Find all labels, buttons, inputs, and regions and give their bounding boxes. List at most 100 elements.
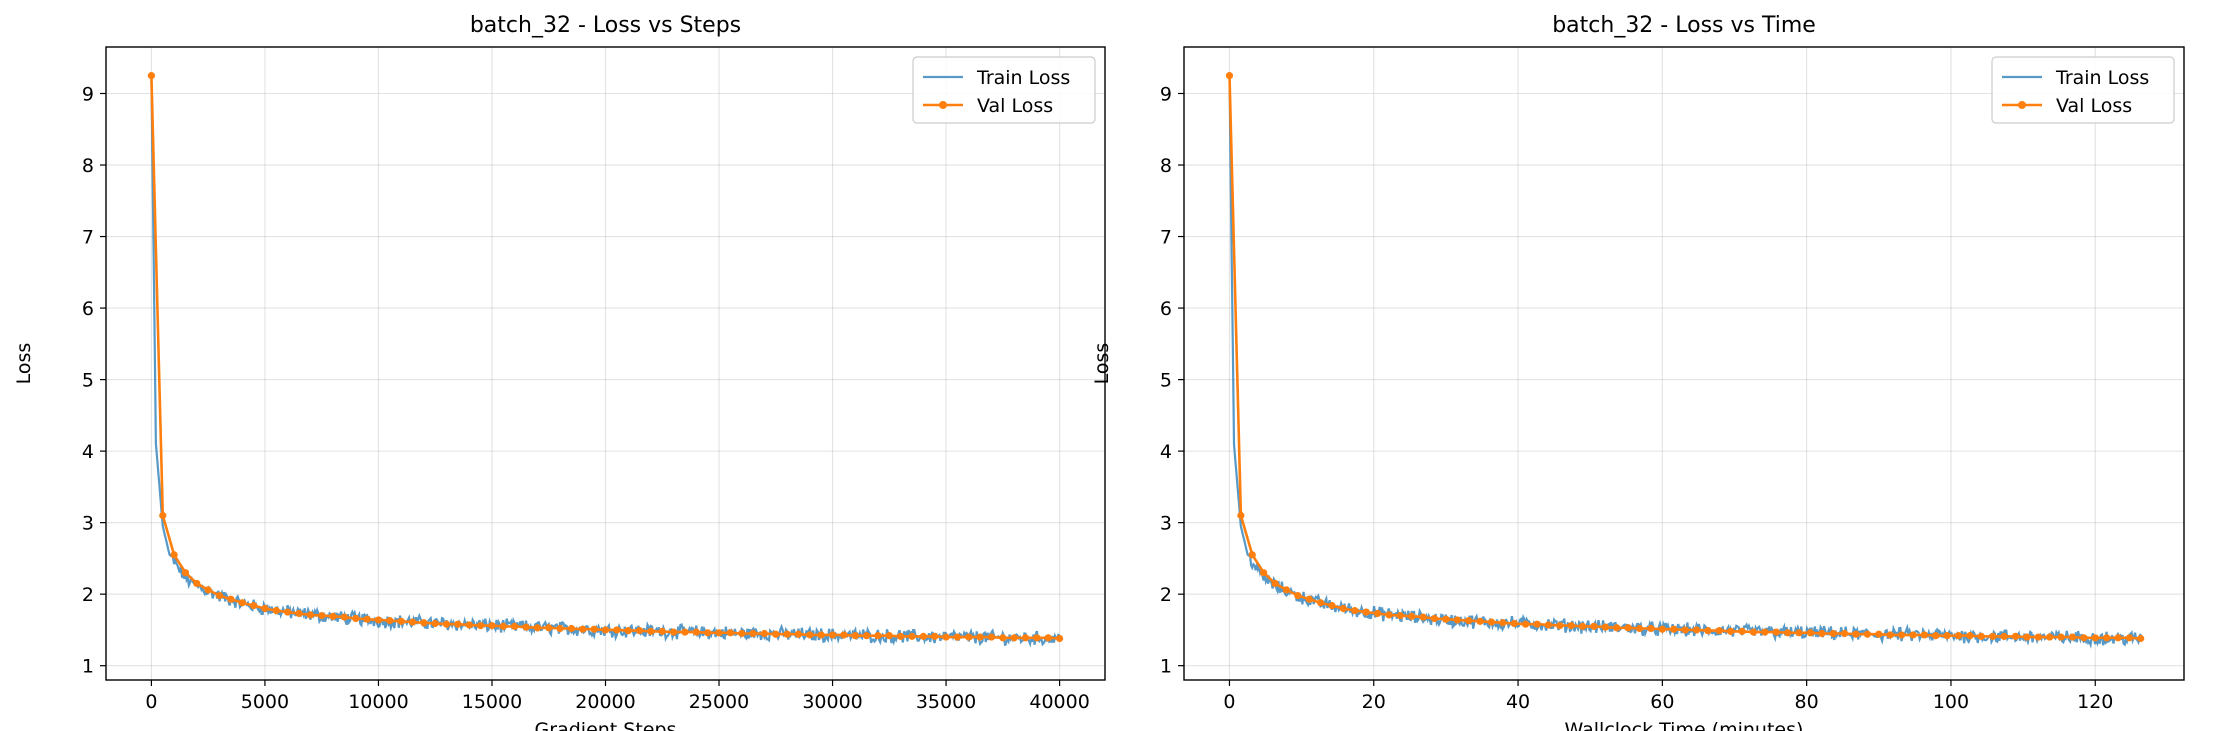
val-loss-point: [1806, 629, 1815, 637]
val-loss-point: [1396, 612, 1404, 620]
val-loss-point: [965, 633, 973, 641]
val-loss-point: [1715, 627, 1723, 635]
val-loss-point: [1522, 620, 1530, 628]
val-loss-point: [2034, 633, 2042, 641]
val-loss-point: [1920, 631, 1929, 639]
val-loss-point: [1305, 595, 1313, 603]
val-loss-point: [442, 620, 451, 628]
val-loss-point: [1670, 625, 1678, 633]
val-loss-point: [363, 615, 371, 623]
y-tick-label: 7: [82, 227, 94, 249]
val-loss-point: [1886, 631, 1894, 639]
val-loss-point: [556, 624, 564, 633]
val-loss-point: [1909, 631, 1917, 639]
val-loss-point: [1579, 622, 1587, 630]
val-loss-point: [772, 630, 780, 638]
val-loss-point: [1044, 634, 1052, 642]
val-loss-point: [1487, 618, 1496, 626]
val-loss-point: [420, 619, 428, 627]
val-loss-point: [1237, 511, 1245, 520]
x-tick-label: 20: [1362, 691, 1386, 713]
val-loss-point: [1385, 611, 1393, 619]
val-loss-point: [2000, 632, 2008, 640]
val-loss-point: [1419, 613, 1427, 621]
val-loss-point: [783, 630, 791, 638]
y-tick-label: 1: [1160, 656, 1172, 678]
val-loss-point: [1373, 609, 1382, 618]
x-axis-label: Wallclock Time (minutes): [1565, 719, 1804, 731]
val-loss-point: [1010, 634, 1018, 642]
val-loss-point: [613, 626, 621, 634]
val-loss-point: [2080, 634, 2088, 642]
val-loss-point: [1943, 632, 1951, 640]
x-tick-label: 20000: [575, 691, 635, 713]
val-loss-point: [1692, 626, 1701, 634]
y-tick-label: 3: [82, 513, 94, 535]
val-loss-point: [2125, 634, 2134, 642]
val-loss-point: [828, 631, 837, 639]
legend-train-label: Train Loss: [2055, 67, 2149, 89]
val-loss-point: [147, 72, 156, 80]
y-tick-label: 2: [82, 584, 94, 606]
x-axis-ticks: 0 5000 10000 15000 20000 25000 30000 35000 40000: [145, 680, 1090, 713]
val-loss-point: [227, 595, 235, 603]
val-loss-point: [601, 626, 610, 634]
val-loss-point: [1795, 629, 1803, 637]
val-loss-line: [1228, 75, 2141, 640]
y-tick-label: 6: [82, 298, 94, 320]
x-tick-label: 40: [1506, 691, 1530, 713]
val-loss-point: [511, 622, 519, 630]
x-axis-label: Gradient Steps: [535, 719, 677, 731]
x-axis-ticks: 0 20 40 60 80 100 120: [1223, 680, 2113, 713]
val-loss-point: [999, 634, 1007, 642]
y-tick-label: 8: [82, 155, 94, 177]
val-loss-point: [704, 629, 712, 637]
val-loss-point: [1510, 619, 1518, 628]
y-tick-label: 1: [82, 656, 94, 678]
val-loss-point: [2068, 633, 2077, 641]
val-loss-point: [1772, 628, 1780, 636]
val-loss-point: [1339, 604, 1347, 613]
legend: Train Loss Val Loss: [912, 56, 1096, 124]
grid-lines: [106, 47, 1105, 680]
val-loss-point: [1567, 622, 1575, 630]
x-tick-label: 80: [1795, 691, 1819, 713]
val-loss-point: [1624, 624, 1632, 632]
val-loss-point: [1841, 629, 1849, 638]
val-loss-point: [329, 612, 337, 620]
val-loss-point: [2057, 633, 2065, 641]
legend-box: [912, 56, 1096, 124]
val-loss-point: [897, 632, 905, 640]
val-loss-point: [522, 623, 530, 631]
val-loss-point: [488, 622, 496, 630]
val-loss-point: [715, 629, 723, 637]
val-loss-point: [908, 632, 916, 640]
val-loss-point: [647, 627, 655, 635]
val-loss-point: [1442, 615, 1450, 623]
val-loss-point: [590, 625, 598, 633]
val-loss-point: [465, 621, 473, 629]
val-loss-point: [2137, 634, 2145, 643]
x-tick-label: 0: [1223, 691, 1235, 713]
val-loss-point: [238, 599, 246, 607]
val-loss-point: [272, 607, 280, 615]
val-loss-point: [318, 612, 326, 620]
y-tick-label: 4: [1160, 441, 1172, 463]
val-loss-point: [794, 630, 803, 638]
x-tick-label: 15000: [462, 691, 522, 713]
val-loss-point: [1613, 624, 1621, 632]
val-loss-point: [1453, 616, 1461, 624]
val-loss-point: [1681, 626, 1689, 634]
val-loss-point: [863, 632, 871, 640]
val-loss-point: [749, 629, 757, 638]
x-tick-label: 40000: [1029, 691, 1089, 713]
y-tick-label: 5: [1160, 370, 1172, 392]
x-tick-label: 10000: [348, 691, 408, 713]
legend-val-marker: [939, 101, 947, 109]
val-loss-point: [159, 511, 167, 520]
x-tick-label: 100: [1933, 691, 1969, 713]
y-tick-label: 7: [1160, 227, 1172, 249]
val-loss-point: [1932, 632, 1940, 640]
val-loss-point: [408, 618, 417, 626]
